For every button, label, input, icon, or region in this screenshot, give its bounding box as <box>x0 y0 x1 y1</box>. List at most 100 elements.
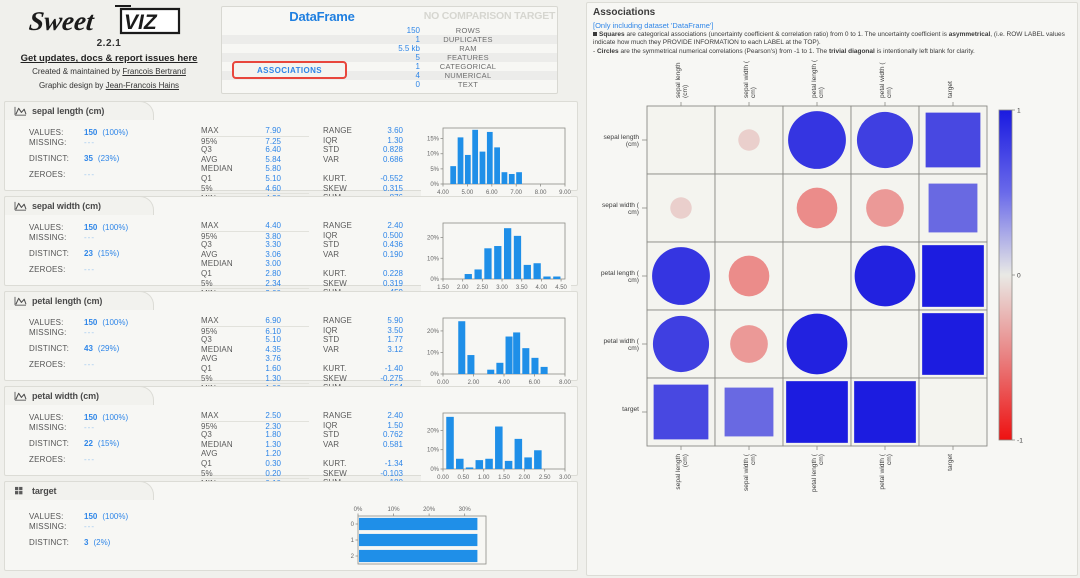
stat-key: ZEROES: <box>29 360 66 369</box>
dispersion-stats: RANGE 2.40 IQR 1.50 STD 0.762 VAR 0.581 KURT. -1.… <box>323 411 431 488</box>
histogram-bar <box>496 362 504 374</box>
author-link[interactable]: Francois Bertrand <box>122 67 186 76</box>
association-matrix-svg[interactable]: sepal length(cm)sepal width (cm)petal le… <box>587 58 1079 508</box>
stat-value: 2.40 <box>387 411 403 420</box>
stat-value: 3.06 <box>265 249 281 259</box>
correlation-circle[interactable] <box>866 189 904 227</box>
stat-key: VAR <box>323 249 340 259</box>
feature-card[interactable]: sepal width (cm) VALUES: 150 (100%) MISSING:… <box>4 196 578 298</box>
stat-value: 35 <box>84 154 93 163</box>
histogram-chart: 4.00 5.00 6.00 7.00 8.00 9.00 0% 5% 10% 15% <box>421 120 571 198</box>
matrix-cell[interactable] <box>782 241 852 311</box>
stat-row: AVG 1.20 <box>201 449 309 459</box>
feature-tab[interactable]: petal width (cm) <box>4 386 154 405</box>
correlation-circle[interactable] <box>796 187 838 229</box>
feature-tab[interactable]: petal length (cm) <box>4 291 154 310</box>
stat-value: --- <box>84 265 95 274</box>
correlation-circle[interactable] <box>730 325 768 363</box>
stat-value: -0.103 <box>380 468 403 478</box>
numeric-distribution-icon <box>14 391 27 401</box>
correlation-circle[interactable] <box>652 315 710 373</box>
matrix-cell[interactable] <box>714 173 784 243</box>
stat-row: Q3 6.40 <box>201 145 309 155</box>
dispersion-stats: RANGE 2.40 IQR 0.500 STD 0.436 VAR 0.190 KURT. 0.… <box>323 221 431 298</box>
correlation-circle[interactable] <box>856 111 914 169</box>
association-square[interactable] <box>786 381 848 443</box>
stat-value: 0.30 <box>265 458 281 468</box>
association-square[interactable] <box>928 183 978 233</box>
y-axis-tick-label: 0% <box>430 182 439 188</box>
updates-link[interactable]: Get updates, docs & report issues here <box>20 53 198 64</box>
stat-value: 23 <box>84 249 93 258</box>
histogram-bar <box>531 357 539 374</box>
stat-row: KURT. -0.552 <box>323 174 431 184</box>
correlation-circle[interactable] <box>738 129 760 151</box>
summary-stat-row: MISSING: --- <box>29 522 189 532</box>
histogram-bar <box>522 348 530 374</box>
matrix-cell[interactable] <box>918 377 988 447</box>
association-square[interactable] <box>854 381 916 443</box>
feature-card[interactable]: petal length (cm) VALUES: 150 (100%) MISSING… <box>4 291 578 393</box>
feature-card[interactable]: petal width (cm) VALUES: 150 (100%) MISSING:… <box>4 386 578 488</box>
designer-link[interactable]: Jean-Francois Hains <box>105 80 180 90</box>
correlation-circle[interactable] <box>788 111 846 169</box>
stat-value: 2.34 <box>265 278 281 288</box>
association-square[interactable] <box>922 313 984 375</box>
association-square[interactable] <box>925 112 981 168</box>
stat-row: Q3 5.10 <box>201 335 309 345</box>
correlation-circle[interactable] <box>728 255 770 297</box>
stat-key: STD <box>323 240 340 250</box>
histogram-bar <box>501 172 508 184</box>
stat-key: AVG <box>201 354 218 364</box>
feature-tab[interactable]: target <box>4 481 154 500</box>
stat-key: KURT. <box>323 458 347 468</box>
histogram-bar <box>464 274 472 279</box>
x-axis-tick-label: 10% <box>388 507 401 513</box>
stat-value: 1.20 <box>265 449 281 459</box>
stat-row: IQR 3.50 <box>323 326 431 336</box>
svg-text:(cm): (cm) <box>682 454 689 467</box>
x-axis-tick-label: 1.00 <box>478 475 490 481</box>
feature-tab[interactable]: sepal width (cm) <box>4 196 154 215</box>
matrix-column-label-top: petal length (cm) <box>811 59 825 98</box>
x-axis-tick-label: 4.00 <box>498 380 510 386</box>
correlation-circle[interactable] <box>854 245 916 307</box>
stat-key: MEDIAN <box>201 259 233 269</box>
correlation-circle[interactable] <box>670 197 692 219</box>
feature-tab[interactable]: sepal length (cm) <box>4 101 154 120</box>
stat-key: 95% <box>201 231 218 241</box>
feature-card-target[interactable]: target VALUES: 150 (100%) MISSING: --- DISTINC… <box>4 481 578 571</box>
stat-row: MAX 2.50 <box>201 411 309 421</box>
association-square[interactable] <box>922 245 984 307</box>
summary-stat-row: VALUES: 150 (100%) <box>29 318 189 328</box>
matrix-cell[interactable] <box>714 309 784 379</box>
matrix-cell[interactable] <box>646 105 716 175</box>
svg-text:cm): cm) <box>818 454 825 465</box>
stat-row: MEDIAN 3.00 <box>201 259 309 269</box>
feature-card[interactable]: sepal length (cm) VALUES: 150 (100%) MISSING… <box>4 101 578 203</box>
category-tick-label: 0 <box>351 522 355 528</box>
summary-stat-label: FEATURES <box>447 53 489 62</box>
summary-stat-value: 0 <box>415 80 420 89</box>
histogram-bar <box>456 458 464 469</box>
summary-stat-row: DISTINCT: 43 (29%) <box>29 344 189 354</box>
stat-value: 5.10 <box>265 173 281 183</box>
version-label: 2.2.1 <box>96 38 122 49</box>
histogram-bar <box>505 336 513 374</box>
feature-summary-stats: VALUES: 150 (100%) MISSING: --- DISTINCT: 43 (2… <box>29 318 189 370</box>
colorbar <box>998 109 1013 441</box>
stat-value: -0.275 <box>380 373 403 383</box>
no-comparison-target-label: NO COMPARISON TARGET <box>423 10 556 22</box>
stat-value: 4.40 <box>265 221 281 230</box>
svg-text:cm): cm) <box>818 87 825 98</box>
matrix-cell[interactable] <box>850 309 920 379</box>
histogram-bar <box>474 269 482 279</box>
correlation-circle[interactable] <box>786 313 848 375</box>
association-square[interactable] <box>724 387 774 437</box>
association-matrix[interactable]: sepal length (cm) sepal width (cm) petal le… <box>587 58 1079 510</box>
correlation-circle[interactable] <box>652 247 710 305</box>
association-square[interactable] <box>653 384 709 440</box>
stat-value: 0.581 <box>382 439 403 449</box>
associations-button[interactable]: ASSOCIATIONS <box>232 61 347 79</box>
histogram-bar <box>533 263 541 279</box>
